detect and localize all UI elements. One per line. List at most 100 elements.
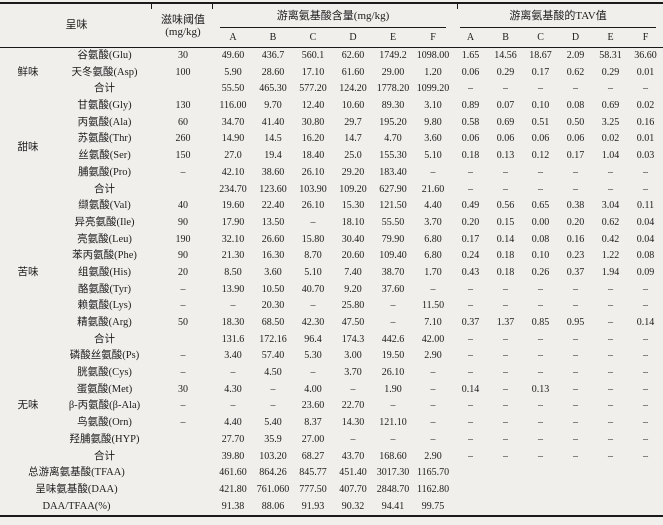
tav-value <box>593 499 628 517</box>
table-row: 异亮氨酸(Ile) 90 17.90 13.50 – 18.10 55.50 3.70 0.20… <box>0 215 663 232</box>
content-value: 42.00 <box>421 333 445 345</box>
content-value: 22.40 <box>261 200 285 212</box>
tav-value: – <box>608 183 614 195</box>
tav-value: 0.01 <box>636 133 655 145</box>
tav-value: 0.01 <box>636 66 655 78</box>
tav-value: – <box>608 383 614 395</box>
content-value: 61.60 <box>341 66 365 78</box>
tav-value: 1.22 <box>601 250 620 262</box>
content-value: – <box>430 433 436 445</box>
tav-value <box>488 482 523 499</box>
tav-value: 0.89 <box>461 100 480 112</box>
amino-acid-name: 组氨酸(His) <box>77 266 132 278</box>
content-value: 2.90 <box>424 350 442 362</box>
content-value: 18.10 <box>341 216 365 228</box>
content-value: 91.93 <box>301 500 325 512</box>
tav-value: 0.20 <box>566 216 585 228</box>
tav-value: – <box>503 83 509 95</box>
tav-value: – <box>573 450 579 462</box>
content-value: 1.20 <box>424 66 442 78</box>
amino-acid-name: 胱氨酸(Cys) <box>77 367 132 379</box>
content-value: 68.50 <box>261 317 285 328</box>
tav-value: 0.13 <box>531 383 550 395</box>
content-value: 40.70 <box>301 283 325 295</box>
threshold-value: 30 <box>178 383 188 395</box>
table-row: 合计 131.6 172.16 96.4 174.3 442.6 42.00 – – – – – – <box>0 332 663 349</box>
tav-value: 0.43 <box>461 266 480 278</box>
summary-row: 呈味氨基酸(DAA) 421.80 761.060 777.50 407.70 2848.… <box>0 482 663 499</box>
amino-acid-name: 丝氨酸(Ser) <box>78 150 131 162</box>
amino-acid-name: 精氨酸(Arg) <box>77 317 132 328</box>
threshold-value: – <box>180 400 186 412</box>
content-value: 461.60 <box>219 467 247 479</box>
threshold-value: 100 <box>175 66 191 78</box>
content-value: – <box>430 400 436 412</box>
tav-value: – <box>538 400 544 412</box>
tav-value: – <box>503 283 509 295</box>
summary-row-label: 呈味氨基酸(DAA) <box>35 483 118 495</box>
content-value: 6.80 <box>424 250 442 262</box>
tav-value: – <box>468 450 474 462</box>
content-value: 29.7 <box>344 116 362 128</box>
content-value: 21.30 <box>221 250 245 262</box>
tav-value: 0.50 <box>566 116 585 128</box>
tav-value: – <box>608 300 614 312</box>
table-body: 鲜味 谷氨酸(Glu) 30 49.60 436.7 560.1 62.60 1749.2 10… <box>0 48 663 517</box>
content-value: 99.75 <box>421 500 445 512</box>
content-value: 26.10 <box>381 367 405 379</box>
tav-value: – <box>503 400 509 412</box>
content-value: 55.50 <box>221 83 245 95</box>
tav-value: 0.17 <box>531 66 550 78</box>
content-value: 38.70 <box>381 266 405 278</box>
tav-value: 0.06 <box>566 133 585 145</box>
tav-value: 0.69 <box>601 100 620 112</box>
content-value: 560.1 <box>301 50 325 61</box>
tav-value: – <box>643 383 649 395</box>
threshold-value: – <box>180 417 186 429</box>
tav-value: 0.13 <box>496 150 515 162</box>
tav-value: – <box>503 383 509 395</box>
amino-acid-name: 磷酸丝氨酸(Ps) <box>69 350 140 362</box>
content-value: 25.0 <box>344 150 362 162</box>
content-value: 5.90 <box>224 66 242 78</box>
tav-value: – <box>468 333 474 345</box>
content-value: 37.60 <box>381 283 405 295</box>
tav-value: 0.69 <box>496 116 515 128</box>
content-value: 436.7 <box>261 50 285 61</box>
tav-value: – <box>643 183 649 195</box>
amino-acid-name: 蛋氨酸(Met) <box>76 383 133 395</box>
tav-value: – <box>538 333 544 345</box>
tav-value: – <box>503 183 509 195</box>
tav-value: 0.37 <box>461 317 480 328</box>
tav-value: 0.20 <box>461 216 480 228</box>
table-row: 赖氨酸(Lys) – – 20.30 – 25.80 – 11.50 – – – – – – <box>0 298 663 315</box>
threshold-value: 50 <box>178 317 188 328</box>
tav-value: – <box>538 433 544 445</box>
content-value: 38.60 <box>261 166 285 178</box>
content-value: 26.10 <box>301 166 325 178</box>
tav-value: – <box>503 300 509 312</box>
threshold-value: 190 <box>175 233 191 245</box>
content-value: 103.20 <box>259 450 287 462</box>
content-value: 16.30 <box>261 250 285 262</box>
content-value: – <box>230 400 236 412</box>
threshold-value: – <box>180 283 186 295</box>
amino-acid-name: 合计 <box>94 450 115 462</box>
content-value: – <box>390 317 396 328</box>
content-value: 42.10 <box>221 166 245 178</box>
content-value: 21.60 <box>421 183 445 195</box>
content-value: 2.90 <box>424 450 442 462</box>
content-value: 32.10 <box>221 233 245 245</box>
tav-value: 0.08 <box>566 100 585 112</box>
amino-acid-name: 鸟氨酸(Orn) <box>77 417 132 429</box>
content-value: – <box>310 300 316 312</box>
tav-value: 0.51 <box>531 116 550 128</box>
sample-letter-tav: A <box>466 32 475 43</box>
tav-value: 0.14 <box>636 317 655 328</box>
content-value: 5.10 <box>304 266 322 278</box>
tav-value: 18.67 <box>529 50 552 61</box>
tav-value: – <box>608 400 614 412</box>
content-value: – <box>390 433 396 445</box>
table-row: 无味 磷酸丝氨酸(Ps) – 3.40 57.40 5.30 3.00 19.50 2.90 – –… <box>0 348 663 411</box>
table-row: 天冬氨酸(Asp) 100 5.90 28.60 17.10 61.60 29.00 1.20… <box>0 65 663 82</box>
